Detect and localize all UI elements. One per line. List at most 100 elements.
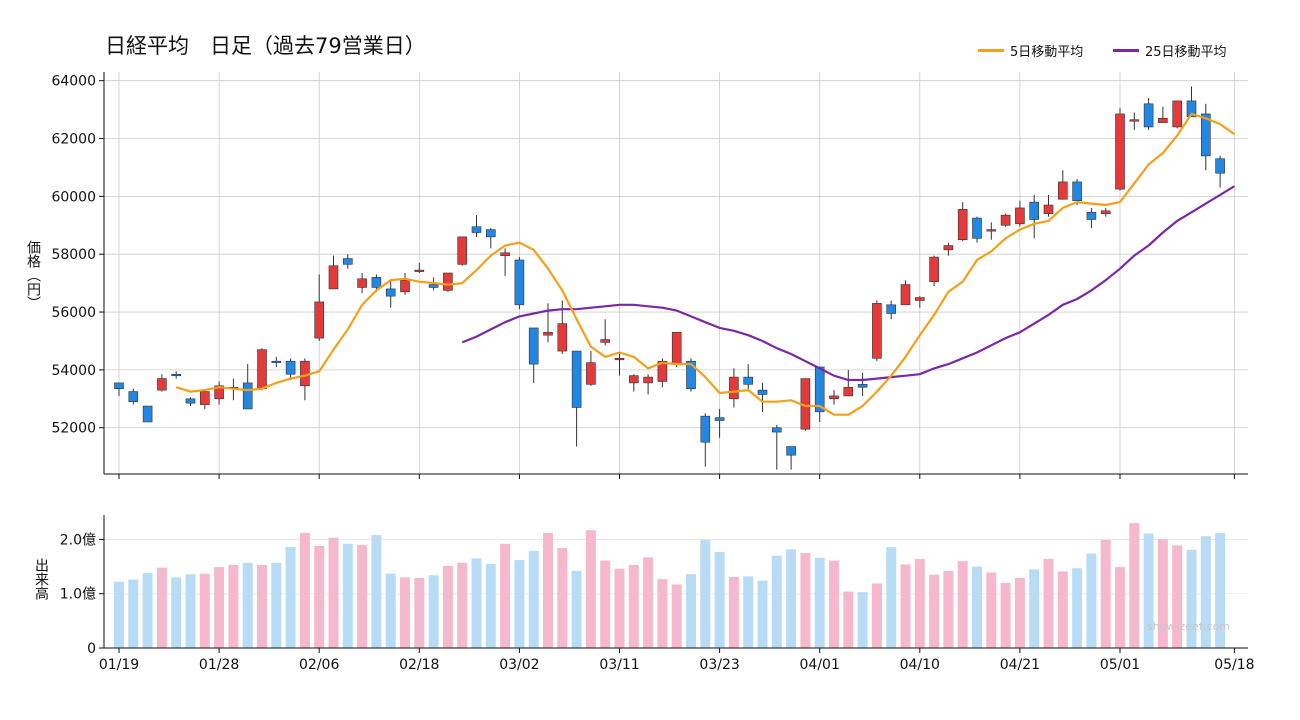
candle-up bbox=[1000, 214, 1011, 226]
volume-bar bbox=[457, 562, 468, 648]
volume-bar bbox=[471, 558, 482, 648]
candle-up bbox=[257, 349, 267, 389]
volume-tick-label: 1.0億 bbox=[60, 587, 96, 603]
volume-bar bbox=[142, 573, 153, 648]
volume-bar bbox=[957, 561, 968, 648]
candle-down bbox=[171, 373, 181, 377]
candle-up bbox=[543, 331, 553, 336]
candle-up bbox=[614, 358, 625, 361]
volume-bar bbox=[814, 557, 825, 648]
chart-title: 日経平均 日足（過去79営業日） bbox=[105, 34, 426, 58]
volume-bar bbox=[442, 566, 453, 648]
price-tick-label: 56000 bbox=[51, 305, 96, 321]
volume-bar bbox=[728, 576, 739, 648]
volume-bar bbox=[585, 530, 596, 648]
volume-bar bbox=[1086, 553, 1097, 648]
volume-bar bbox=[271, 562, 282, 648]
candle-down bbox=[371, 277, 382, 288]
volume-bar bbox=[514, 560, 525, 648]
volume-bar bbox=[857, 592, 868, 648]
candle-up bbox=[557, 323, 568, 352]
candle-up bbox=[957, 209, 968, 241]
volume-bar bbox=[1014, 577, 1025, 648]
candle-up bbox=[457, 236, 468, 265]
volume-bar bbox=[500, 543, 511, 648]
candle-up bbox=[872, 303, 882, 359]
volume-bar bbox=[929, 574, 940, 648]
volume-bar bbox=[171, 577, 182, 648]
date-tick-label: 02/06 bbox=[299, 657, 339, 673]
volume-bar bbox=[199, 573, 210, 648]
candle-down bbox=[1072, 181, 1082, 201]
candle-down bbox=[385, 288, 396, 297]
candle-down bbox=[185, 398, 196, 404]
volume-bar bbox=[786, 549, 797, 648]
volume-bar bbox=[1200, 536, 1211, 648]
volume-bar bbox=[1172, 545, 1183, 648]
candle-up bbox=[314, 301, 325, 339]
candle-up bbox=[1172, 100, 1182, 128]
candle-down bbox=[471, 226, 482, 233]
volume-bar bbox=[414, 577, 425, 648]
date-tick-label: 03/11 bbox=[599, 657, 639, 673]
volume-bar bbox=[871, 583, 882, 648]
volume-bar bbox=[285, 547, 296, 648]
volume-bar bbox=[700, 539, 711, 648]
date-tick-label: 05/18 bbox=[1214, 657, 1254, 673]
volume-axis-label: 出来高 bbox=[33, 558, 49, 600]
volume-bar bbox=[1057, 571, 1068, 648]
candle-down bbox=[757, 389, 768, 395]
volume-bar bbox=[1000, 582, 1011, 648]
volume-bar bbox=[1157, 538, 1168, 648]
volume-tick-label: 0 bbox=[87, 641, 96, 657]
candle-down bbox=[528, 327, 539, 365]
volume-bar bbox=[643, 557, 654, 648]
candle-up bbox=[729, 376, 739, 400]
watermark: show-zeet.com bbox=[1147, 620, 1231, 633]
legend-ma25-swatch bbox=[1113, 49, 1139, 52]
volume-bar bbox=[1043, 558, 1054, 648]
candle-up bbox=[1043, 204, 1054, 215]
volume-bar bbox=[843, 591, 854, 648]
legend-ma5-label: 5日移動平均 bbox=[1010, 45, 1084, 60]
volume-bar bbox=[357, 544, 368, 648]
candle-down bbox=[428, 284, 439, 288]
candle-up bbox=[414, 269, 425, 272]
candle-up bbox=[200, 391, 210, 405]
volume-bar bbox=[986, 572, 997, 648]
date-tick-label: 02/18 bbox=[399, 657, 439, 673]
date-tick-label: 04/10 bbox=[900, 657, 940, 673]
candle-up bbox=[300, 360, 310, 387]
candle-down bbox=[714, 417, 725, 421]
candle-down bbox=[342, 258, 353, 265]
candle-down bbox=[1086, 211, 1097, 220]
candle-down bbox=[972, 217, 982, 239]
volume-bar bbox=[185, 574, 196, 648]
price-tick-label: 54000 bbox=[51, 363, 96, 379]
candle-up bbox=[600, 339, 611, 343]
volume-bar bbox=[557, 548, 568, 648]
candle-down bbox=[514, 259, 525, 306]
volume-bar bbox=[743, 576, 754, 648]
ma5-line bbox=[175, 112, 1236, 416]
volume-bar bbox=[1029, 569, 1040, 648]
volume-bar bbox=[657, 579, 668, 648]
candle-up bbox=[1100, 210, 1111, 215]
volume-bar bbox=[1186, 549, 1197, 648]
volume-bar bbox=[485, 563, 496, 648]
candle-up bbox=[986, 229, 997, 232]
volume-bar bbox=[428, 575, 439, 648]
candle-down bbox=[142, 405, 153, 423]
volume-bar bbox=[1129, 523, 1140, 648]
volume-bar bbox=[314, 545, 325, 648]
candle-down bbox=[700, 415, 711, 443]
date-tick-label: 01/19 bbox=[99, 657, 139, 673]
volume-bar bbox=[1143, 533, 1154, 648]
date-tick-label: 05/01 bbox=[1100, 657, 1140, 673]
candle-up bbox=[929, 256, 939, 282]
volume-bar bbox=[228, 564, 239, 648]
candle-down bbox=[814, 366, 825, 413]
candle-down bbox=[128, 391, 139, 402]
volume-bar bbox=[528, 550, 539, 648]
